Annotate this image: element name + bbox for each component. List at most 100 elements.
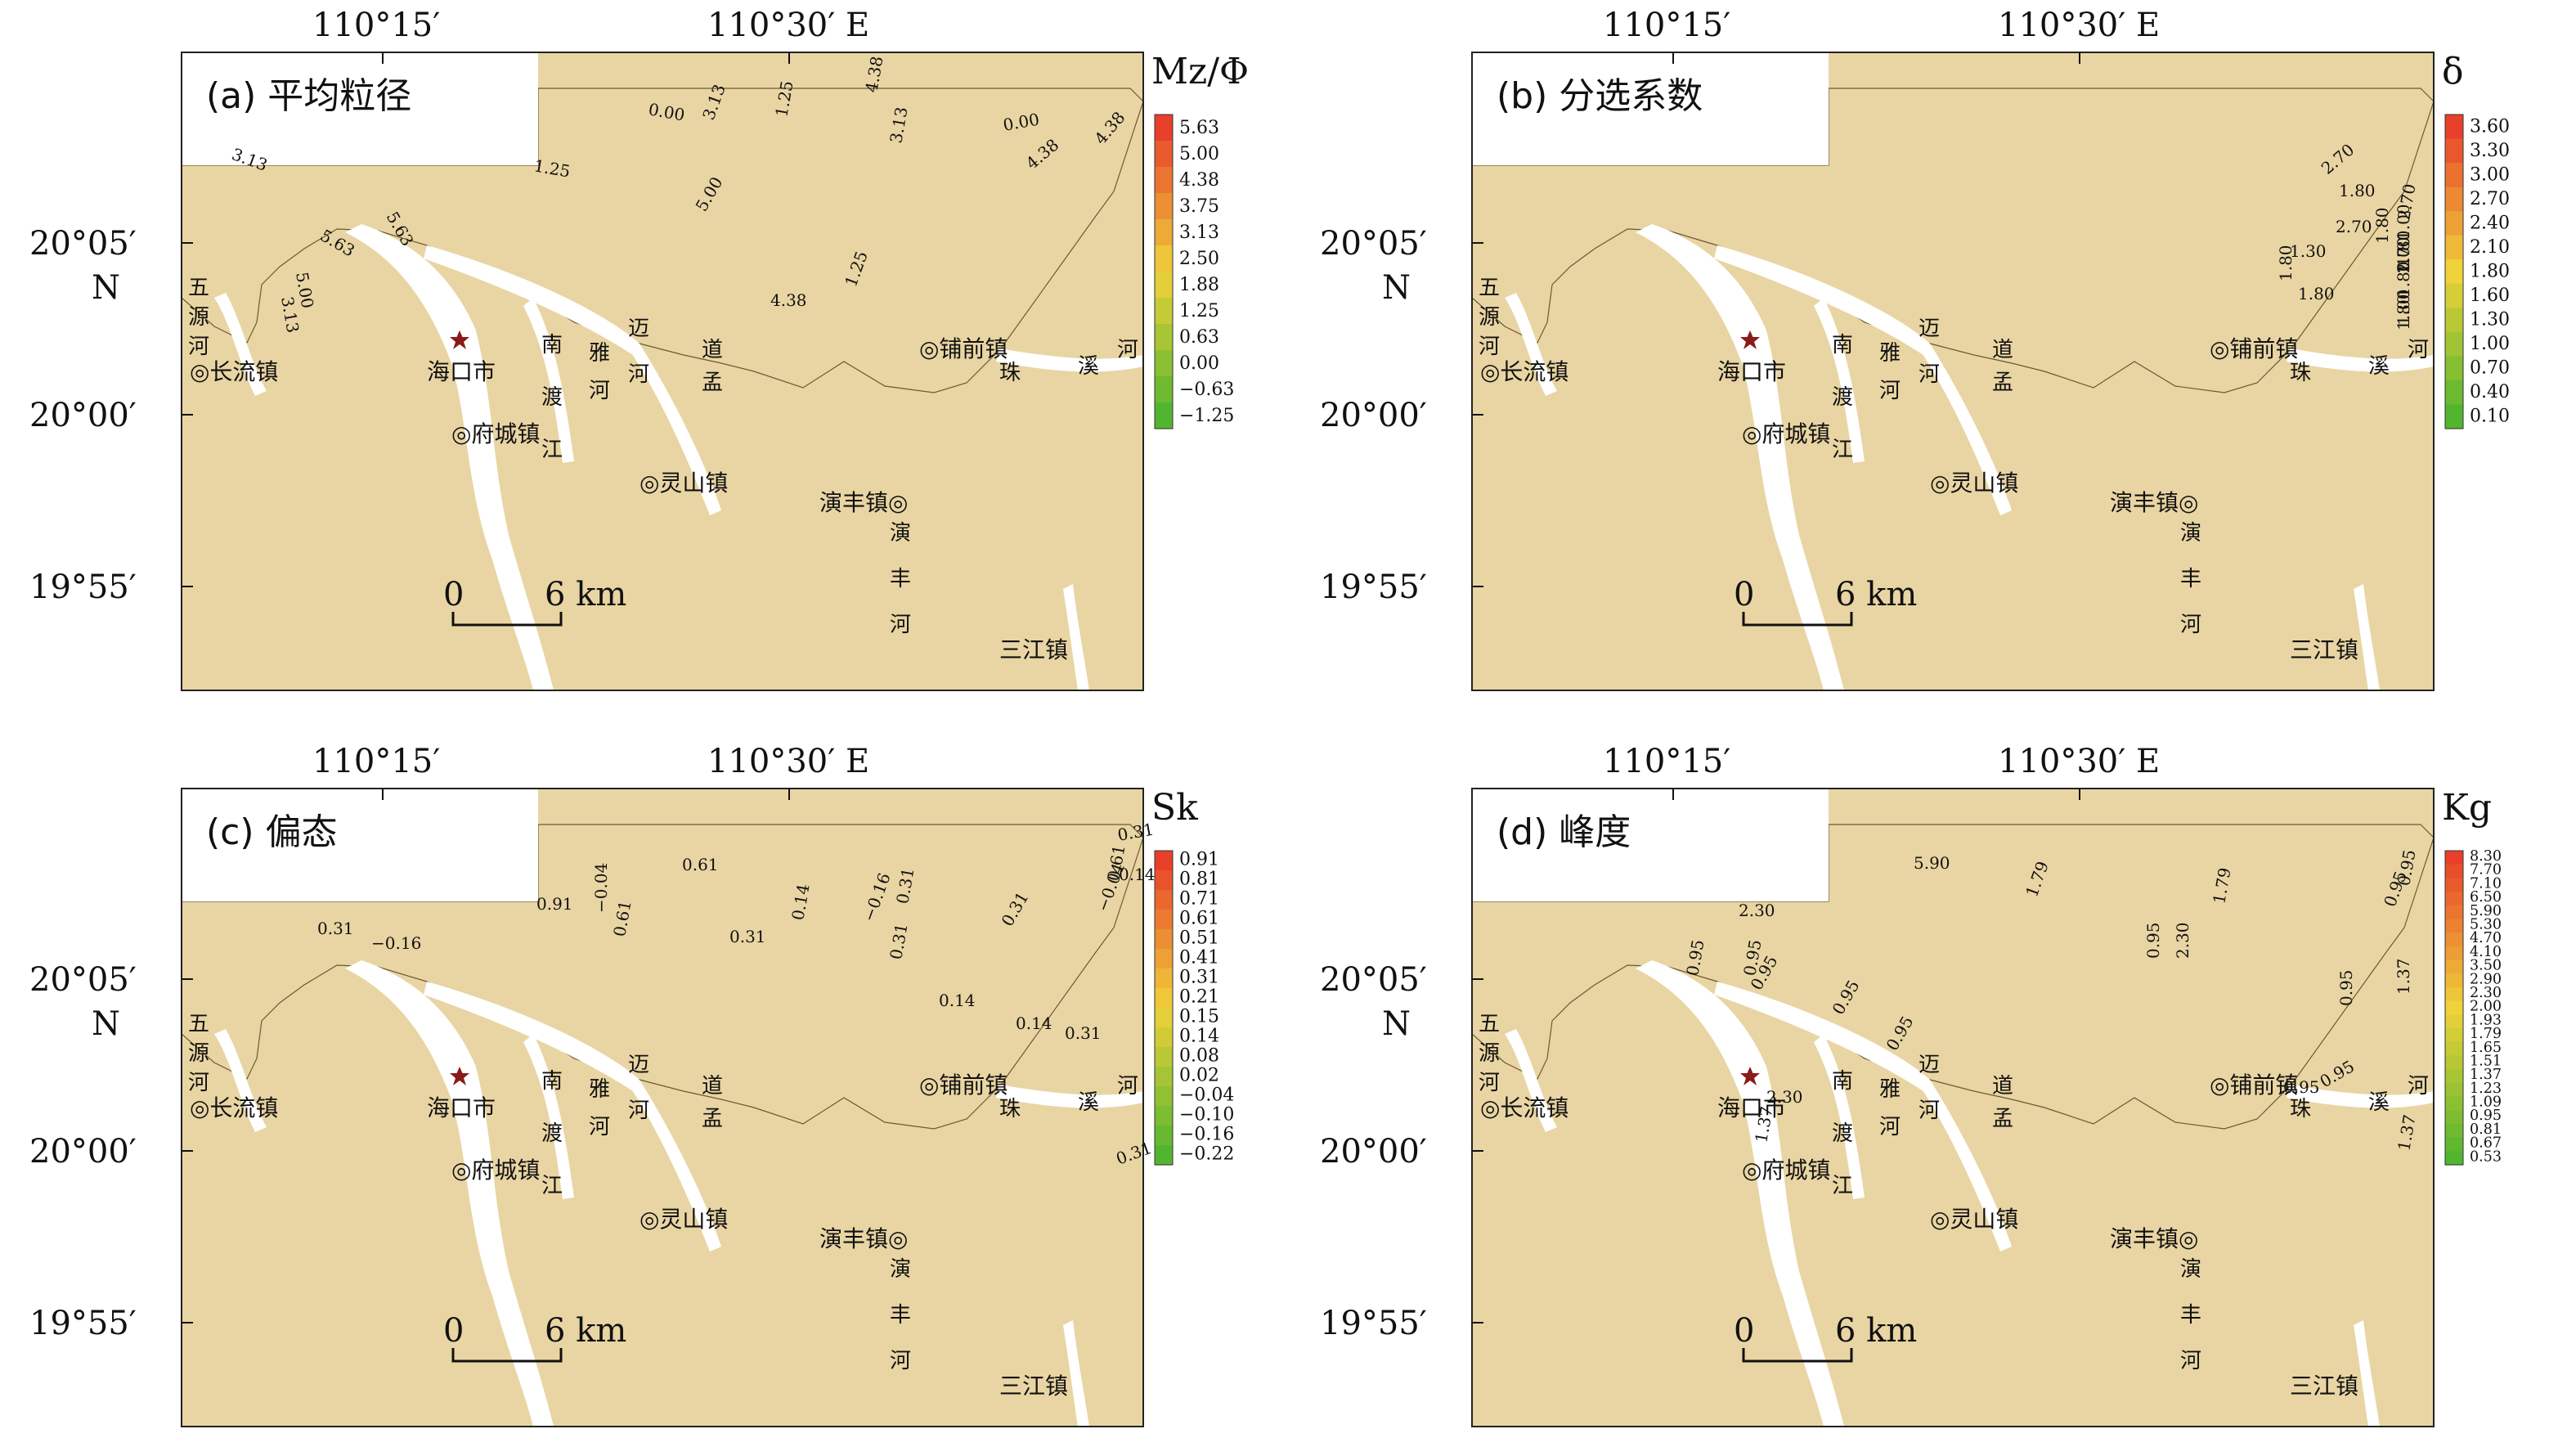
legend-value: 3.60 [2470, 116, 2510, 137]
rivers [1505, 224, 2434, 690]
river-label-daomeng: 道 [702, 338, 723, 362]
legend-swatch [2445, 235, 2463, 260]
river-label-yanfeng: 演 [2180, 521, 2201, 546]
rivers [214, 224, 1143, 690]
legend-value: 0.81 [2470, 1121, 2502, 1138]
river-label-mai: 迈 [1919, 1053, 1940, 1077]
latitude-tick-label: 20°05′ [29, 225, 137, 263]
river-label-nandu: 江 [541, 1174, 563, 1198]
legend-value: 8.30 [2470, 848, 2502, 865]
legend-value: 1.09 [2470, 1094, 2502, 1111]
river-label-nandu: 南 [541, 1069, 563, 1094]
panel-title: (c) 偏态 [206, 811, 338, 853]
place-sanjiang: 三江镇 [999, 636, 1068, 663]
contour-label: 1.37 [2394, 958, 2413, 995]
map-c: 110°15′ 110°30′ E 20°05′ 20°00′ 19°55′ N (c) 偏… [29, 743, 1234, 1427]
legend-swatch [2445, 331, 2463, 357]
legend-swatch [1155, 910, 1173, 930]
scale-bar-end: 6 km [1835, 576, 1917, 613]
legend-swatch [1155, 1126, 1173, 1146]
legend-swatch [1155, 298, 1173, 325]
contour-label: 1.80 [2394, 261, 2413, 298]
contour-label: 5.90 [1914, 853, 1950, 873]
contour-label: 0.31 [1065, 1023, 1102, 1043]
contour-label: 1.80 [2298, 284, 2335, 303]
place-puqian: ◎铺前镇 [2210, 335, 2298, 362]
scale-bar-end: 6 km [545, 1312, 626, 1350]
contour-label: 2.70 [2336, 217, 2372, 236]
legend-value: 2.50 [1179, 249, 1219, 269]
river-label-wuyuan: 源 [1479, 305, 1500, 330]
river-label-yamei: 雅 [1879, 1077, 1901, 1102]
legend-value: −0.10 [1179, 1104, 1234, 1125]
legend-value: 0.70 [2470, 358, 2510, 379]
legend-swatch [1155, 219, 1173, 246]
legend-value: 1.00 [2470, 334, 2510, 354]
legend-swatch [1155, 1106, 1173, 1126]
legend-value: 0.10 [2470, 407, 2510, 427]
legend-swatch [2445, 851, 2463, 865]
river-label-daomeng: 孟 [702, 1107, 723, 1131]
legend-value: 3.00 [2470, 164, 2510, 185]
contour-label: −0.16 [371, 933, 421, 953]
river-label-yanfeng: 演 [890, 521, 911, 546]
scale-bar-start: 0 [1734, 1312, 1754, 1350]
longitude-tick-label: 110°15′ [1603, 743, 1730, 780]
river-label-yamei: 雅 [589, 1077, 610, 1102]
place-changliu: ◎长流镇 [1480, 358, 1568, 385]
map-b: 110°15′ 110°30′ E 20°05′ 20°00′ 19°55′ N (b) 分… [1320, 7, 2510, 691]
scale-bar-start: 0 [443, 1312, 464, 1350]
river-label-yanfeng: 演 [2180, 1257, 2201, 1282]
latitude-hemisphere-label: N [1382, 1005, 1411, 1043]
river-label-zhuxi: 河 [2408, 338, 2429, 362]
river-label-daomeng: 孟 [702, 371, 723, 395]
panel-d: 110°15′ 110°30′ E 20°05′ 20°00′ 19°55′ N (d) 峰… [1290, 736, 2566, 1456]
legend-value: 0.00 [1179, 353, 1219, 374]
river-label-zhuxi: 河 [1117, 1074, 1138, 1099]
river-label-mai: 河 [628, 1099, 649, 1123]
contour-label: 0.14 [1016, 1013, 1052, 1033]
legend-swatch [2445, 115, 2463, 140]
legend-swatch [1155, 115, 1173, 142]
river-label-wuyuan: 源 [1479, 1041, 1500, 1066]
legend-value: 0.71 [1179, 888, 1219, 909]
river-label-wuyuan: 河 [1479, 1071, 1500, 1095]
river-label-daomeng: 道 [1992, 338, 2013, 362]
legend-value: 3.30 [2470, 141, 2510, 161]
place-lingshan: ◎灵山镇 [640, 1206, 728, 1233]
legend-swatch [2445, 946, 2463, 961]
legend-value: 7.10 [2470, 875, 2502, 892]
legend-value: 2.40 [2470, 213, 2510, 233]
legend-title: Sk [1151, 787, 1198, 829]
river-label-wuyuan: 河 [1479, 335, 1500, 359]
panel-c: 110°15′ 110°30′ E 20°05′ 20°00′ 19°55′ N (c) 偏… [0, 736, 1276, 1456]
legend-title: Kg [2442, 787, 2492, 829]
river-label-nandu: 渡 [541, 385, 563, 410]
legend-swatch [2445, 1110, 2463, 1125]
title-box [1472, 52, 1829, 165]
latitude-tick-label: 20°05′ [29, 961, 137, 999]
legend-value: 3.13 [1179, 222, 1219, 243]
river-label-yamei: 雅 [1879, 341, 1901, 366]
contour-label: 1.80 [2339, 181, 2376, 200]
latitude-tick-label: 20°00′ [29, 397, 137, 434]
legend: 5.63 5.00 4.38 3.75 3.13 2.50 1.88 1.25 0.63 0.00… [1154, 114, 1234, 429]
legend-swatch [2445, 932, 2463, 947]
latitude-tick-label: 20°00′ [29, 1133, 137, 1171]
map-frame [1471, 788, 2435, 1427]
river-label-daomeng: 孟 [1992, 1107, 2013, 1131]
river-label-nandu: 南 [1832, 333, 1853, 357]
legend-swatch [1155, 1047, 1173, 1067]
longitude-tick-label: 110°15′ [1603, 7, 1730, 44]
contour-label: 0.95 [2336, 969, 2356, 1006]
scale-bar-start: 0 [443, 576, 464, 613]
legend-value: 2.90 [2470, 971, 2502, 987]
latitude-tick-label: 19°55′ [1320, 568, 1427, 606]
river-label-nandu: 渡 [1832, 385, 1853, 410]
river-label-nandu: 渡 [541, 1121, 563, 1146]
river-label-nandu: 江 [1832, 438, 1853, 462]
legend-swatch [2445, 1137, 2463, 1152]
place-haikou: 海口市 [427, 1094, 496, 1121]
place-sanjiang: 三江镇 [999, 1373, 1068, 1400]
legend-swatch [2445, 259, 2463, 285]
